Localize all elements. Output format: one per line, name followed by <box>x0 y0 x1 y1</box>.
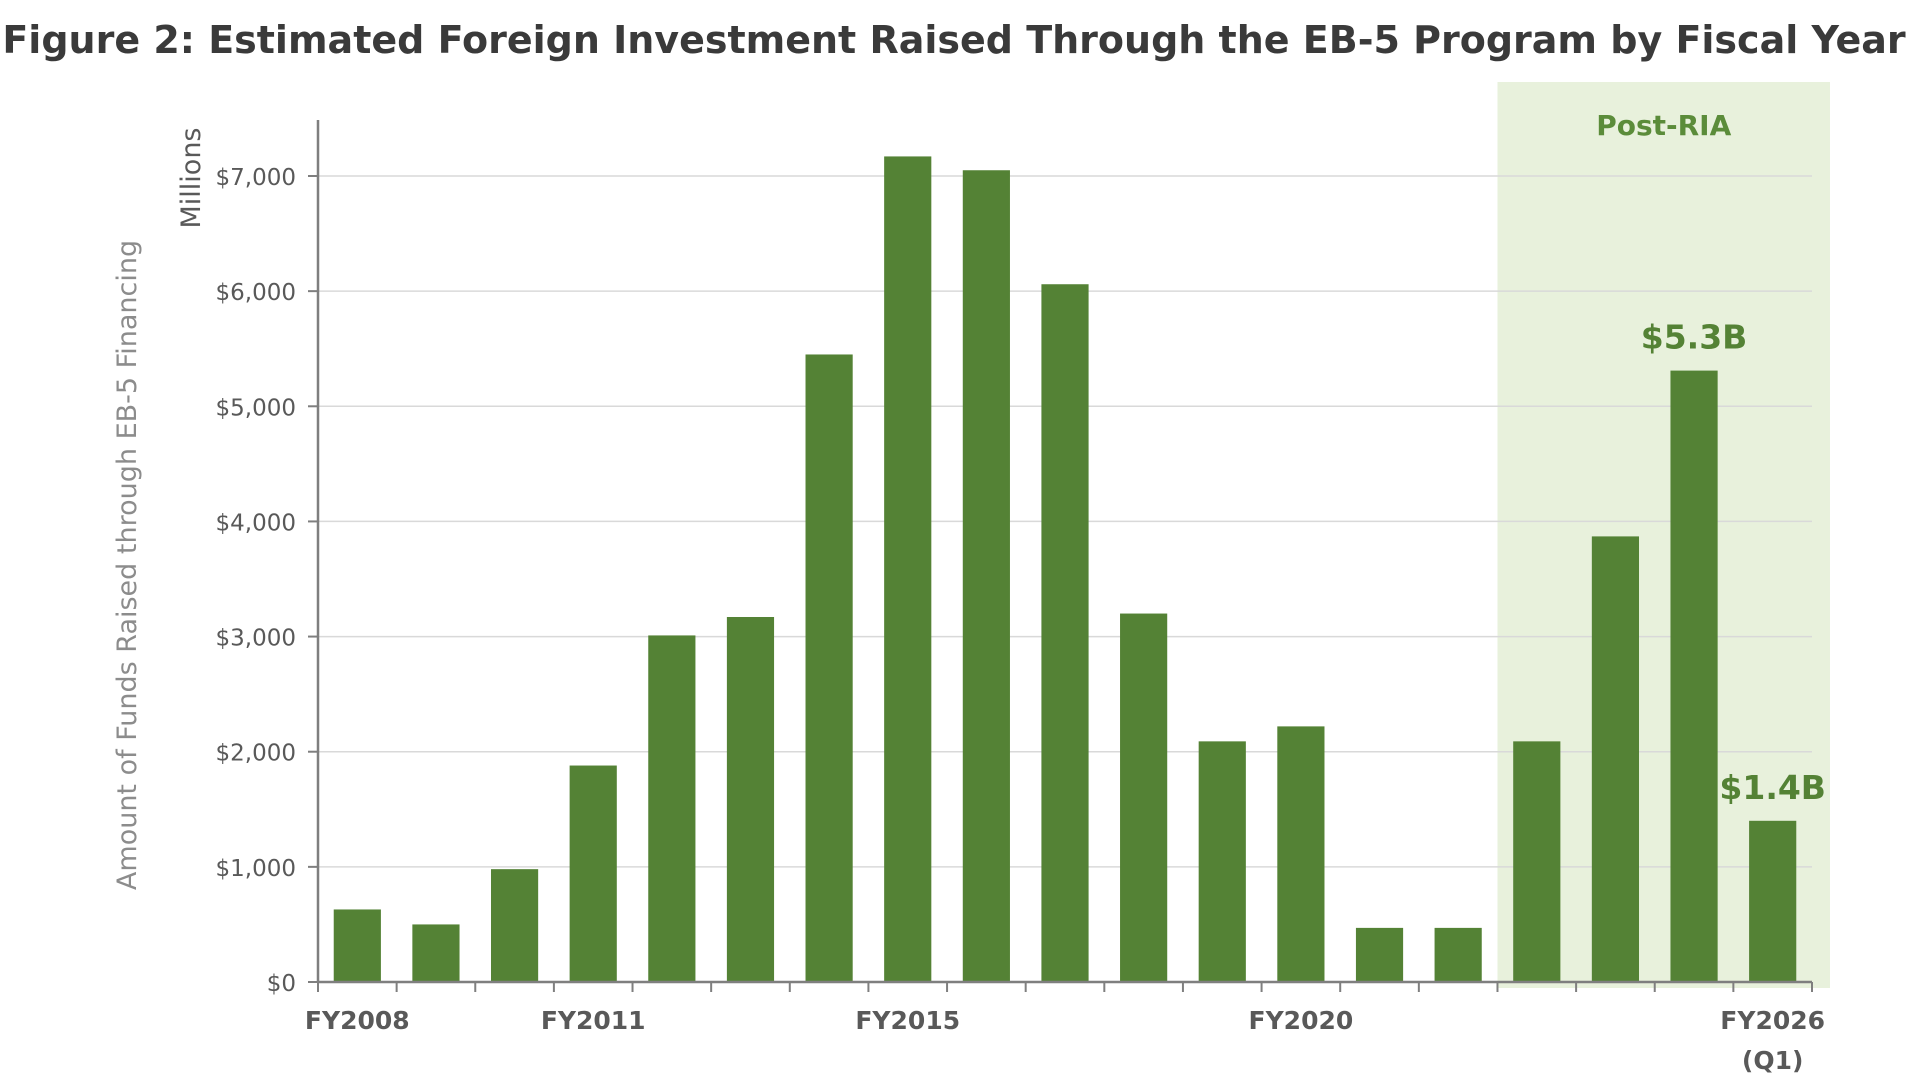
post-ria-label: Post-RIA <box>1596 109 1731 142</box>
y-tick-label: $6,000 <box>216 280 296 306</box>
bar-fy2012 <box>648 635 696 982</box>
x-tick-label: FY2008 <box>305 1006 410 1035</box>
x-tick-label: FY2020 <box>1249 1006 1354 1035</box>
y-tick-label: $3,000 <box>216 626 296 652</box>
bar-fy2014 <box>805 354 853 982</box>
bar-fy2024 <box>1591 536 1640 982</box>
bar-fy2011 <box>569 765 617 982</box>
bar-fy2019 <box>1198 741 1246 982</box>
bar-fy2009 <box>412 924 460 982</box>
bar-fy2022 <box>1434 927 1482 982</box>
bar-fy2010 <box>490 869 539 982</box>
bar-fy2025 <box>1670 370 1718 982</box>
bar-fy2008 <box>333 909 381 982</box>
bar-fy2017 <box>1041 284 1089 983</box>
bar-fy2023 <box>1513 741 1561 982</box>
y-tick-label: $4,000 <box>216 510 296 536</box>
chart-title: Figure 2: Estimated Foreign Investment R… <box>2 18 1906 62</box>
y-tick-label: $7,000 <box>216 165 296 191</box>
bar-fy2018 <box>1120 613 1168 982</box>
y-tick-label: $0 <box>267 971 296 997</box>
bar-fy2016 <box>962 170 1010 982</box>
axes <box>308 120 1813 992</box>
y-tick-label: $2,000 <box>216 741 296 767</box>
x-tick-label: FY2015 <box>855 1006 960 1035</box>
x-tick-label: FY2026 <box>1720 1006 1825 1035</box>
y-axis-title: Amount of Funds Raised through EB-5 Fina… <box>112 240 143 890</box>
bar-fy2026-q1- <box>1749 820 1797 982</box>
x-tick-label: FY2011 <box>541 1006 646 1035</box>
bars <box>333 156 1797 983</box>
bar-fy2021 <box>1355 927 1404 982</box>
x-tick-label: (Q1) <box>1742 1046 1804 1075</box>
y-axis-unit: Millions <box>176 128 207 229</box>
data-label: $1.4B <box>1719 768 1826 807</box>
y-tick-label: $5,000 <box>216 395 296 421</box>
bar-fy2015 <box>884 156 932 982</box>
bar-fy2013 <box>726 616 775 982</box>
bar-fy2020 <box>1277 726 1325 982</box>
labels: $0 $1,000 $2,000 $3,000 $4,000 $5,000 $6,000 $7… <box>112 128 1826 1076</box>
y-tick-label: $1,000 <box>216 856 296 882</box>
data-label: $5.3B <box>1641 318 1748 357</box>
